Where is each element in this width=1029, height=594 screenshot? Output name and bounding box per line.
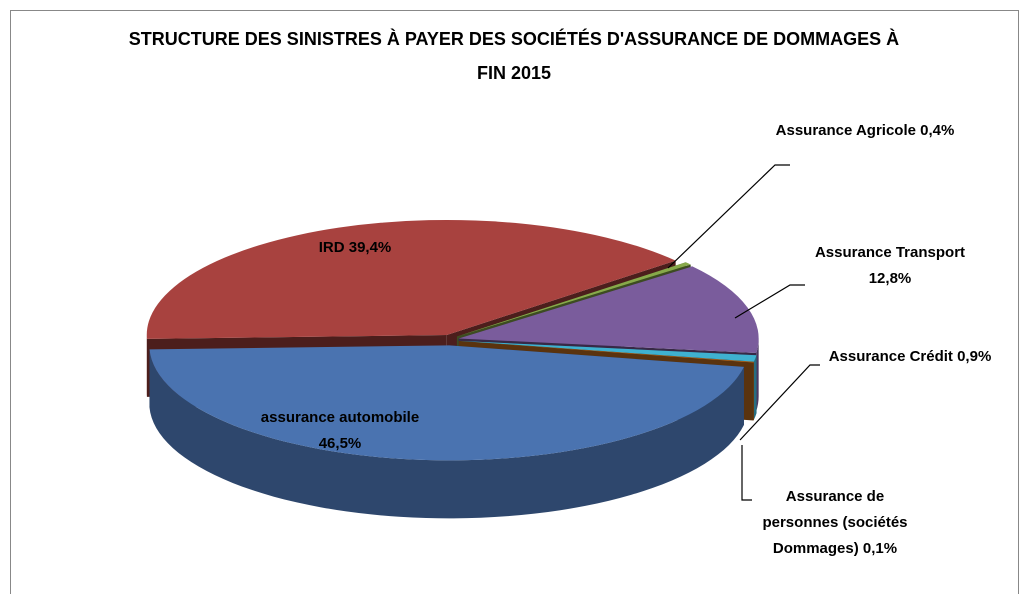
category-name: Assurance de personnes (sociétés Dommage… [762, 488, 908, 557]
slice [458, 266, 759, 353]
category-name: IRD [318, 239, 345, 256]
value-label: 0,4% [920, 122, 955, 139]
data-label: Assurance de personnes (sociétés Dommage… [760, 484, 910, 562]
data-label: Assurance Agricole 0,4% [770, 118, 960, 144]
value-label: 12,8% [868, 270, 912, 287]
leader-line [734, 284, 805, 319]
slice [456, 262, 691, 337]
slice [458, 340, 757, 362]
category-name: Assurance Crédit [828, 348, 953, 365]
data-label: IRD 39,4% [255, 235, 455, 261]
leader-line [741, 445, 752, 501]
data-label: Assurance Crédit 0,9% [815, 344, 1005, 370]
leader-line [739, 364, 820, 441]
chart-title: STRUCTURE DES SINISTRES À PAYER DES SOCI… [128, 29, 900, 83]
leader-line [667, 164, 790, 269]
slice [146, 219, 676, 339]
value-label: 46,5% [318, 435, 362, 452]
category-name: Assurance Agricole [775, 122, 916, 139]
category-name: assurance automobile [260, 409, 420, 426]
value-label: 39,4% [348, 239, 392, 256]
value-label: 0,1% [862, 540, 898, 557]
value-label: 0,9% [957, 348, 992, 365]
slice-side [756, 338, 759, 411]
category-name: Assurance Transport [814, 244, 966, 261]
slice-side [149, 349, 744, 519]
data-label: Assurance Transport 12,8% [805, 240, 975, 292]
data-label: assurance automobile 46,5% [255, 405, 425, 457]
slice [149, 345, 744, 461]
slice-side [753, 355, 757, 420]
slice [458, 340, 754, 363]
